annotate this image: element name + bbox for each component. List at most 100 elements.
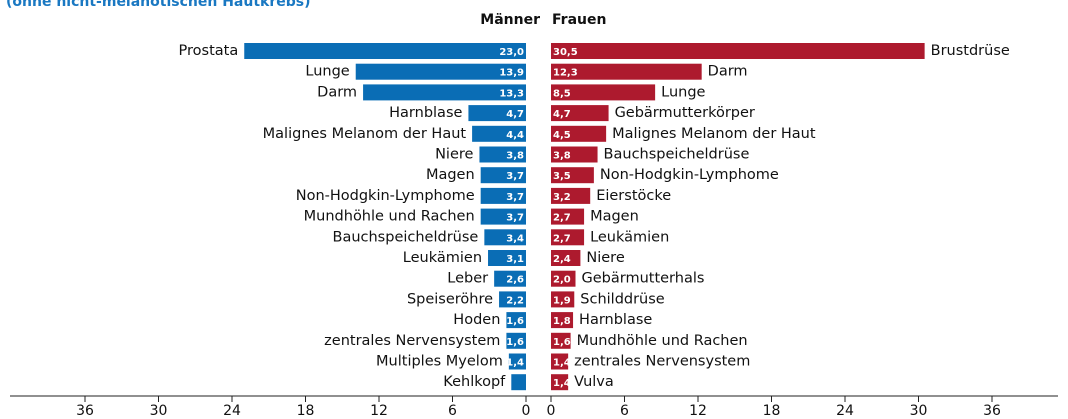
bar xyxy=(551,208,585,225)
bar xyxy=(551,291,575,308)
value-label: 13,3 xyxy=(499,88,524,99)
x-tick-label: 0 xyxy=(522,403,531,419)
value-label: 3,7 xyxy=(506,192,524,203)
bar xyxy=(480,167,526,184)
value-label: 1,4 xyxy=(553,378,571,389)
chart-subtitle: (ohne nicht-melanotischen Hautkrebs) xyxy=(6,0,310,10)
bar xyxy=(484,229,526,246)
x-tick-label: 12 xyxy=(370,403,388,419)
bar xyxy=(551,187,591,204)
value-label: 3,1 xyxy=(506,254,524,265)
x-tick-label: 24 xyxy=(223,403,241,419)
x-tick-label: 24 xyxy=(836,403,854,419)
series-header: Männer xyxy=(480,12,540,28)
value-label: 13,9 xyxy=(499,68,524,79)
bar xyxy=(511,374,526,391)
bar xyxy=(355,63,526,80)
value-label: 1,4 xyxy=(506,358,524,369)
value-label: 4,7 xyxy=(553,109,571,120)
category-label: Brustdrüse xyxy=(931,43,1010,59)
category-label: Malignes Melanom der Haut xyxy=(263,126,467,142)
value-label: 1,9 xyxy=(553,295,571,306)
value-label: 2,0 xyxy=(553,275,571,286)
category-label: Mundhöhle und Rachen xyxy=(304,209,475,225)
value-label: 4,7 xyxy=(506,109,524,120)
value-label: 23,0 xyxy=(499,47,524,58)
x-tick-label: 30 xyxy=(910,403,928,419)
value-label: 2,7 xyxy=(553,233,571,244)
category-label: Bauchspeicheldrüse xyxy=(604,147,750,163)
x-tick-label: 36 xyxy=(983,403,1001,419)
bar xyxy=(506,332,526,349)
x-tick-label: 18 xyxy=(763,403,781,419)
value-label: 1,8 xyxy=(553,316,571,327)
category-label: Multiples Myelom xyxy=(376,354,503,370)
value-label: 4,5 xyxy=(553,130,571,141)
category-label: Bauchspeicheldrüse xyxy=(333,229,479,245)
bar xyxy=(551,332,571,349)
value-label: 30,5 xyxy=(553,47,578,58)
category-label: Mundhöhle und Rachen xyxy=(577,333,748,349)
value-label: 4,4 xyxy=(506,130,524,141)
category-label: zentrales Nervensystem xyxy=(574,354,750,370)
value-label: 3,7 xyxy=(506,171,524,182)
category-label: Niere xyxy=(435,147,473,163)
category-label: Gebärmutterkörper xyxy=(615,105,755,121)
category-label: Eierstöcke xyxy=(596,188,671,204)
bar xyxy=(551,63,702,80)
bar xyxy=(551,353,569,370)
category-label: Darm xyxy=(708,64,748,80)
bar xyxy=(506,312,526,329)
bar xyxy=(480,187,526,204)
category-label: Lunge xyxy=(305,64,349,80)
x-tick-label: 0 xyxy=(547,403,556,419)
category-label: Vulva xyxy=(574,374,614,390)
category-label: Speiseröhre xyxy=(407,291,493,307)
category-label: Magen xyxy=(426,167,475,183)
bar xyxy=(494,270,526,287)
category-label: Lunge xyxy=(661,84,705,100)
bar xyxy=(551,84,656,101)
value-label: 1,4 xyxy=(553,358,571,369)
bar xyxy=(508,353,526,370)
category-label: Leukämien xyxy=(403,250,482,266)
category-label: Non-Hodgkin-Lymphome xyxy=(600,167,779,183)
bar xyxy=(551,105,609,122)
bar xyxy=(551,43,925,59)
bar xyxy=(479,146,526,163)
value-label: 3,5 xyxy=(553,171,571,182)
bar xyxy=(244,43,526,59)
value-label: 8,5 xyxy=(553,88,571,99)
category-label: Harnblase xyxy=(579,312,652,328)
bar xyxy=(468,105,526,122)
x-tick-label: 6 xyxy=(448,403,457,419)
x-tick-label: 6 xyxy=(620,403,629,419)
value-label: 1,6 xyxy=(506,337,524,348)
value-label: 3,8 xyxy=(506,151,524,162)
x-tick-label: 36 xyxy=(76,403,94,419)
category-label: Hoden xyxy=(453,312,500,328)
x-tick-label: 30 xyxy=(150,403,168,419)
value-label: 2,7 xyxy=(553,213,571,224)
bar xyxy=(488,250,526,266)
bar xyxy=(480,208,526,225)
bar xyxy=(472,125,526,142)
bar xyxy=(551,125,607,142)
value-label: 2,6 xyxy=(506,275,524,286)
category-label: Niere xyxy=(586,250,624,266)
bar xyxy=(551,146,598,163)
value-label: 3,2 xyxy=(553,192,571,203)
bar xyxy=(551,374,569,391)
bar xyxy=(551,250,581,266)
category-label: Malignes Melanom der Haut xyxy=(612,126,816,142)
x-tick-label: 18 xyxy=(297,403,315,419)
value-label: 12,3 xyxy=(553,68,578,79)
value-label: 3,8 xyxy=(553,151,571,162)
bar xyxy=(551,167,594,184)
category-label: zentrales Nervensystem xyxy=(324,333,500,349)
value-label: 1,6 xyxy=(506,316,524,327)
category-label: Magen xyxy=(590,209,639,225)
series-header: Frauen xyxy=(552,12,606,28)
category-label: Prostata xyxy=(179,43,239,59)
